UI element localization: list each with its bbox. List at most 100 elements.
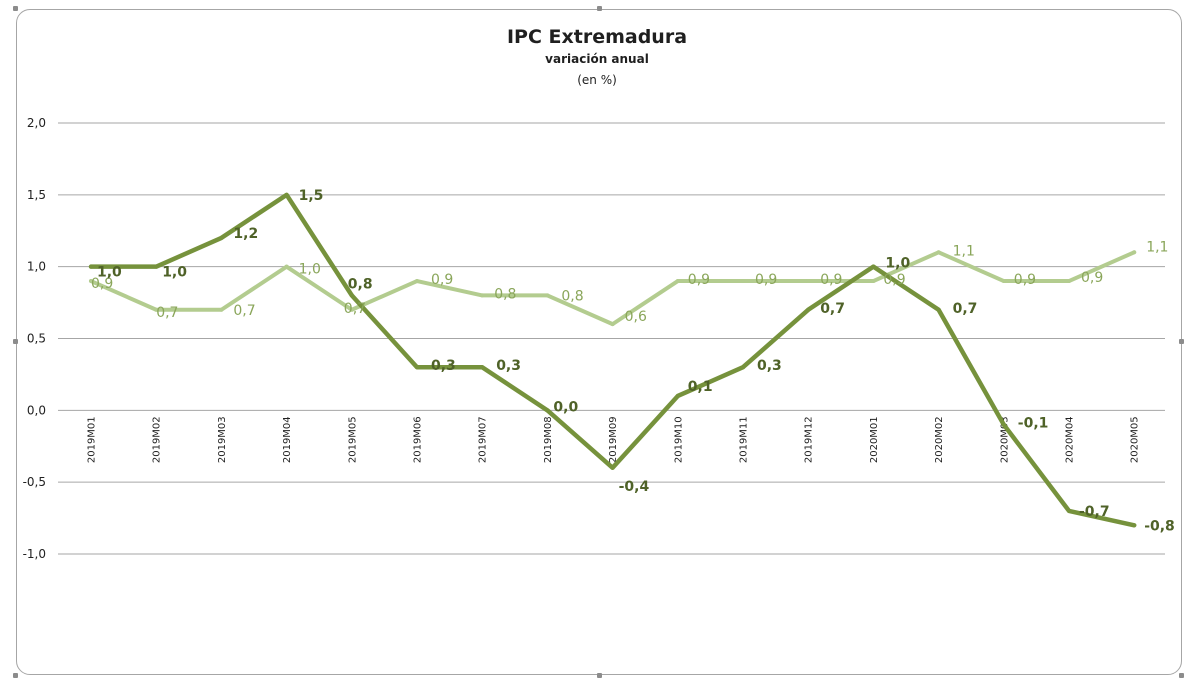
x-tick-label: 2019M07 — [478, 416, 489, 463]
x-tick-label: 2020M05 — [1130, 416, 1141, 463]
data-point — [675, 279, 680, 284]
data-label: 1,1 — [953, 243, 975, 259]
data-point — [610, 465, 615, 470]
data-point — [219, 307, 224, 312]
data-point — [284, 192, 289, 197]
resize-handle-top[interactable] — [597, 6, 602, 11]
resize-handle-right[interactable] — [1179, 339, 1184, 344]
data-label: 0,7 — [953, 301, 978, 317]
data-label: 0,8 — [348, 276, 373, 292]
x-tick-label: 2020M02 — [934, 416, 945, 463]
data-point — [480, 293, 485, 298]
resize-handle-left[interactable] — [13, 339, 18, 344]
data-point — [415, 279, 419, 284]
data-labels: 0,90,7 0,71,00,70,90,8 0,80,60,9 0,9 0,9 0,91… — [91, 188, 1175, 534]
data-point — [154, 264, 159, 269]
data-label: 0,9 — [755, 272, 777, 288]
data-label: -0,1 — [1018, 416, 1049, 432]
data-point — [415, 365, 419, 370]
data-point — [89, 264, 93, 269]
data-label: 1,1 — [1146, 239, 1168, 255]
data-label: 0,7 — [233, 303, 255, 319]
data-label: 0,9 — [820, 272, 842, 288]
chart-title: IPC Extremadura — [507, 26, 687, 48]
data-label: 0,1 — [688, 379, 713, 395]
data-label: 1,0 — [97, 265, 122, 281]
data-point — [936, 250, 941, 255]
data-label: -0,7 — [1079, 504, 1110, 520]
y-tick-label: -1,0 — [23, 547, 46, 561]
data-label: 1,0 — [885, 256, 910, 272]
data-label: 0,9 — [883, 272, 905, 288]
gridlines — [58, 122, 1165, 555]
resize-handle-bottom[interactable] — [597, 673, 602, 678]
x-tick-label: 2019M08 — [543, 416, 554, 463]
data-point — [741, 279, 745, 284]
x-tick-label: 2020M01 — [869, 416, 880, 463]
x-tick-label: 2020M03 — [999, 416, 1010, 463]
data-point — [1001, 422, 1006, 427]
data-label: 0,9 — [1014, 272, 1036, 288]
x-tick-label: 2019M05 — [347, 416, 358, 463]
data-point — [806, 307, 811, 312]
chart-unit: (en %) — [577, 73, 617, 87]
y-tick-label: 1,0 — [27, 260, 46, 274]
data-point — [741, 365, 745, 370]
chart-subtitle: variación anual — [545, 52, 649, 66]
y-axis: 2,0 1,5 1,0 0,5 0,0 -0,5 -1,0 — [23, 116, 46, 561]
data-label: -0,4 — [619, 479, 650, 495]
x-tick-label: 2019M04 — [282, 416, 293, 463]
data-point — [349, 293, 354, 298]
data-label: 1,5 — [299, 188, 324, 204]
x-tick-label: 2019M02 — [152, 416, 163, 463]
data-label: 0,0 — [553, 399, 578, 415]
y-tick-label: 0,5 — [27, 332, 46, 346]
data-label: 0,9 — [91, 276, 113, 292]
data-point — [1132, 250, 1137, 255]
x-axis: 2019M01 2019M02 2019M03 2019M04 2019M05 2019M… — [87, 416, 1141, 463]
data-point — [806, 279, 811, 284]
data-label: 0,6 — [625, 309, 647, 325]
data-label: 0,7 — [344, 301, 366, 317]
x-tick-label: 2019M11 — [739, 416, 750, 463]
data-point — [480, 365, 485, 370]
data-point — [219, 235, 224, 240]
data-point — [936, 307, 941, 312]
x-tick-label: 2019M01 — [87, 416, 98, 463]
data-point — [154, 307, 159, 312]
data-label: 0,8 — [561, 288, 583, 304]
data-label: 0,7 — [156, 305, 178, 321]
data-point — [675, 393, 680, 398]
chart-frame — [16, 9, 1182, 675]
data-point — [1067, 508, 1071, 513]
data-point — [284, 264, 289, 269]
x-tick-label: 2020M04 — [1065, 416, 1076, 463]
data-point — [89, 279, 93, 284]
data-point — [1001, 279, 1006, 284]
data-label: 0,3 — [496, 358, 521, 374]
x-tick-label: 2019M12 — [804, 416, 815, 463]
data-point — [545, 293, 550, 298]
data-label: 0,7 — [820, 301, 845, 317]
data-label: 0,8 — [494, 286, 516, 302]
resize-handle-bottom-right[interactable] — [1179, 673, 1184, 678]
series-line-1 — [88, 192, 1137, 528]
data-label: 1,2 — [233, 226, 258, 242]
data-label: 1,0 — [299, 262, 321, 278]
data-label: 0,9 — [1081, 270, 1103, 286]
y-tick-label: 1,5 — [27, 188, 46, 202]
data-label: 1,0 — [162, 265, 187, 281]
data-label: 0,9 — [688, 272, 710, 288]
data-point — [349, 307, 354, 312]
data-point — [871, 279, 876, 284]
series — [88, 192, 1137, 528]
y-tick-label: 2,0 — [27, 116, 46, 130]
data-point — [1132, 523, 1137, 528]
y-tick-label: -0,5 — [23, 475, 46, 489]
data-point — [610, 322, 615, 327]
x-tick-label: 2019M06 — [413, 416, 424, 463]
x-tick-label: 2019M10 — [673, 416, 684, 463]
resize-handle-bottom-left[interactable] — [13, 673, 18, 678]
resize-handle-top-left[interactable] — [13, 6, 18, 11]
